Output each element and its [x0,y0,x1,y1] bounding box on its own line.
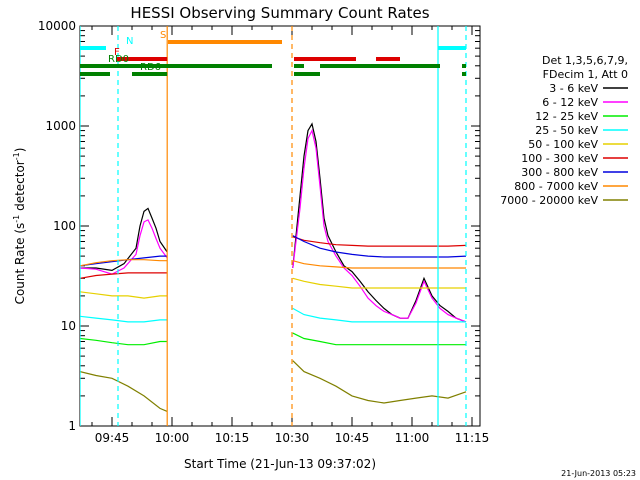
legend-entry-label: 100 - 300 keV [521,152,598,165]
series-line-50-100-kev [292,277,466,289]
legend-entry-label: 6 - 12 keV [542,96,598,109]
y-tick-label: 100 [53,219,76,233]
flag-label-s: S [160,30,166,41]
y-tick-label: 10 [61,319,76,333]
x-tick-label: 10:15 [215,431,250,445]
series-line-800-7000-kev [80,259,168,267]
x-axis-label: Start Time (21-Jun-13 09:37:02) [184,457,376,471]
flag-label-n: N [126,36,133,47]
x-tick-label: 10:30 [275,431,310,445]
flag-label-rd6: RD6 [140,62,161,73]
series-line-6-12-kev [80,219,168,275]
series-line-7000-20000-kev [80,371,168,412]
series-line-12-25-kev [80,337,168,346]
timestamp: 21-Jun-2013 05:23 [561,469,636,478]
flag-label-f: F [114,47,120,58]
series-line-100-300-kev [292,236,467,247]
series-line-3-6-kev [292,122,467,323]
plot-contents [80,26,467,426]
legend-entry-label: 3 - 6 keV [549,82,598,95]
series-line-800-7000-kev [292,260,466,269]
series-line-50-100-kev [80,291,168,299]
y-axis-label: Count Rate (s-1 detector-1) [12,148,27,305]
chart-title: HESSI Observing Summary Count Rates [130,4,429,22]
legend-entry-label: 800 - 7000 keV [514,180,598,193]
y-tick-label: 10000 [38,19,76,33]
series-line-3-6-kev [80,207,168,272]
legend-entry-label: 12 - 25 keV [535,110,598,123]
flag-label-rd0: RD0 [108,54,129,65]
legend-title: Det 1,3,5,6,7,9, [542,54,628,67]
series-line-12-25-kev [292,332,466,346]
x-tick-label: 09:45 [95,431,130,445]
x-tick-label: 11:15 [455,431,490,445]
plot-area: 1 10 100 1000 10000 09:45 10:00 10:15 10:30 10:45… [38,19,489,445]
legend: Det 1,3,5,6,7,9,FDecim 1, Att 03 - 6 keV… [500,54,628,207]
series-line-300-800-kev [292,235,467,258]
x-tick-label: 11:00 [395,431,430,445]
legend-entry-label: 300 - 800 keV [521,166,598,179]
y-tick-label: 1000 [45,119,76,133]
x-tick-label: 10:45 [335,431,370,445]
series-line-6-12-kev [292,128,467,323]
y-tick-label: 1 [68,419,76,433]
legend-entry-label: 7000 - 20000 keV [500,194,598,207]
series-line-100-300-kev [80,272,168,279]
series-line-7000-20000-kev [292,360,467,404]
legend-entry-label: 50 - 100 keV [528,138,598,151]
legend-title: FDecim 1, Att 0 [543,68,628,81]
series-line-25-50-kev [292,307,466,323]
legend-entry-label: 25 - 50 keV [535,124,598,137]
x-tick-label: 10:00 [155,431,190,445]
series-line-25-50-kev [80,315,168,323]
